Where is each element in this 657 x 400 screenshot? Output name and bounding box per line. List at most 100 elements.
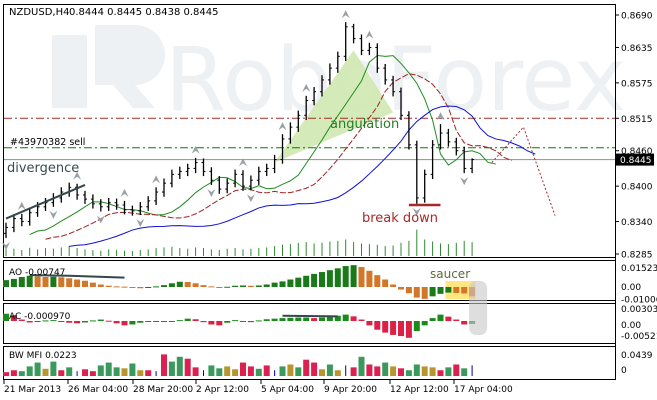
price-bar (288, 122, 293, 144)
mfi-bar (255, 368, 262, 376)
symbol-label: NZDUSD,H4 (9, 7, 69, 18)
ac-bar (42, 320, 49, 322)
mfi-bar (274, 370, 276, 376)
price-bar (327, 63, 332, 85)
ac-bar (192, 319, 199, 321)
mfi-bar (303, 359, 310, 376)
ac-bar (398, 321, 404, 337)
price-bar (454, 137, 459, 156)
ao-bar (161, 285, 167, 287)
ac-bar (326, 316, 333, 321)
ao-bar (184, 282, 191, 287)
saucer-label: saucer (430, 267, 470, 281)
mfi-bar (168, 361, 175, 376)
price-bar (359, 34, 364, 56)
price-tick-label: 0.8460 (621, 147, 653, 157)
ac-bar (429, 318, 436, 321)
mfi-bar (345, 365, 347, 376)
ac-bar (161, 321, 167, 322)
price-bar (27, 207, 32, 226)
ac-bar (295, 317, 302, 321)
mfi-bar (263, 365, 270, 376)
current-price-label: 0.8445 (620, 156, 652, 166)
price-bar (406, 111, 411, 150)
mfi-bar (76, 371, 78, 376)
ac-bar (105, 320, 112, 322)
price-bar (320, 75, 324, 97)
mfi-bar (247, 366, 254, 376)
mfi-bar (421, 366, 428, 376)
ao-bar (89, 282, 96, 287)
ao-bar (168, 283, 175, 287)
ac-bar (129, 321, 136, 325)
ao-bar (192, 283, 199, 287)
ac-bar (137, 321, 144, 323)
time-tick-label: 5 Apr 04:00 (261, 385, 314, 395)
current-price-box (616, 153, 654, 166)
ac-bar (390, 321, 397, 335)
ao-bar (121, 286, 128, 288)
ao-bar (334, 268, 341, 287)
ao-bar (421, 287, 428, 299)
mfi-bar (232, 369, 239, 376)
signal-highlight (469, 281, 488, 335)
price-bar (154, 187, 159, 206)
fractal-down-icon (207, 188, 216, 197)
mfi-bar (113, 367, 120, 376)
mfi-bar (437, 370, 444, 376)
ac-label: AC -0.000970 (9, 312, 71, 322)
ao-bar (398, 287, 404, 290)
price-bar (414, 140, 419, 204)
divergence-label: divergence (7, 161, 79, 176)
mfi-bar (184, 358, 191, 376)
ac-bar (255, 320, 262, 322)
ao-bar (319, 272, 325, 287)
mfi-bar (334, 370, 341, 376)
ao-bar (26, 275, 33, 287)
ac-bar (445, 316, 452, 321)
ac-bar (18, 319, 25, 321)
break-down-label: break down (362, 211, 438, 226)
price-bar (470, 158, 475, 174)
ac-bar (303, 317, 310, 321)
ao-tick-label: -0.01006 (621, 296, 657, 306)
mfi-bar (398, 368, 404, 376)
ohlc-readout: 0.8444 0.8445 0.8438 0.8445 (69, 7, 219, 18)
mfi-bar (192, 367, 199, 376)
ac-bar (224, 321, 231, 323)
ao-bar (113, 286, 120, 288)
price-bar (19, 213, 24, 227)
ao-bar (58, 277, 65, 287)
price-bar (280, 134, 285, 164)
ao-bar (295, 277, 302, 287)
fractal-up-icon (120, 188, 129, 197)
mfi-bar (429, 367, 436, 376)
fractal-up-icon (436, 112, 445, 121)
angulation-label: angulation (330, 117, 399, 132)
fractal-down-icon (49, 210, 58, 219)
price-bar (185, 163, 190, 177)
ac-bar (413, 321, 420, 332)
time-tick-label: 9 Apr 20:00 (324, 385, 377, 395)
ac-bar (232, 320, 239, 322)
ao-bar (413, 287, 420, 298)
mfi-bar (319, 369, 325, 376)
mfi-bar (161, 354, 167, 376)
ao-bar (303, 275, 310, 287)
fractal-up-icon (365, 30, 374, 39)
fractal-down-icon (460, 177, 469, 186)
mfi-bar (82, 369, 88, 376)
ac-bar (113, 321, 120, 324)
price-tick-label: 0.8575 (621, 79, 653, 89)
fractal-up-icon (73, 171, 82, 180)
price-bar (177, 166, 182, 180)
ao-bar (42, 277, 49, 287)
ao-bar (34, 276, 41, 287)
price-bar (162, 178, 166, 197)
price-bar (225, 178, 230, 194)
price-bar (241, 170, 245, 191)
price-bar (462, 146, 467, 174)
ac-bar (382, 321, 389, 333)
ao-bar (445, 287, 452, 293)
